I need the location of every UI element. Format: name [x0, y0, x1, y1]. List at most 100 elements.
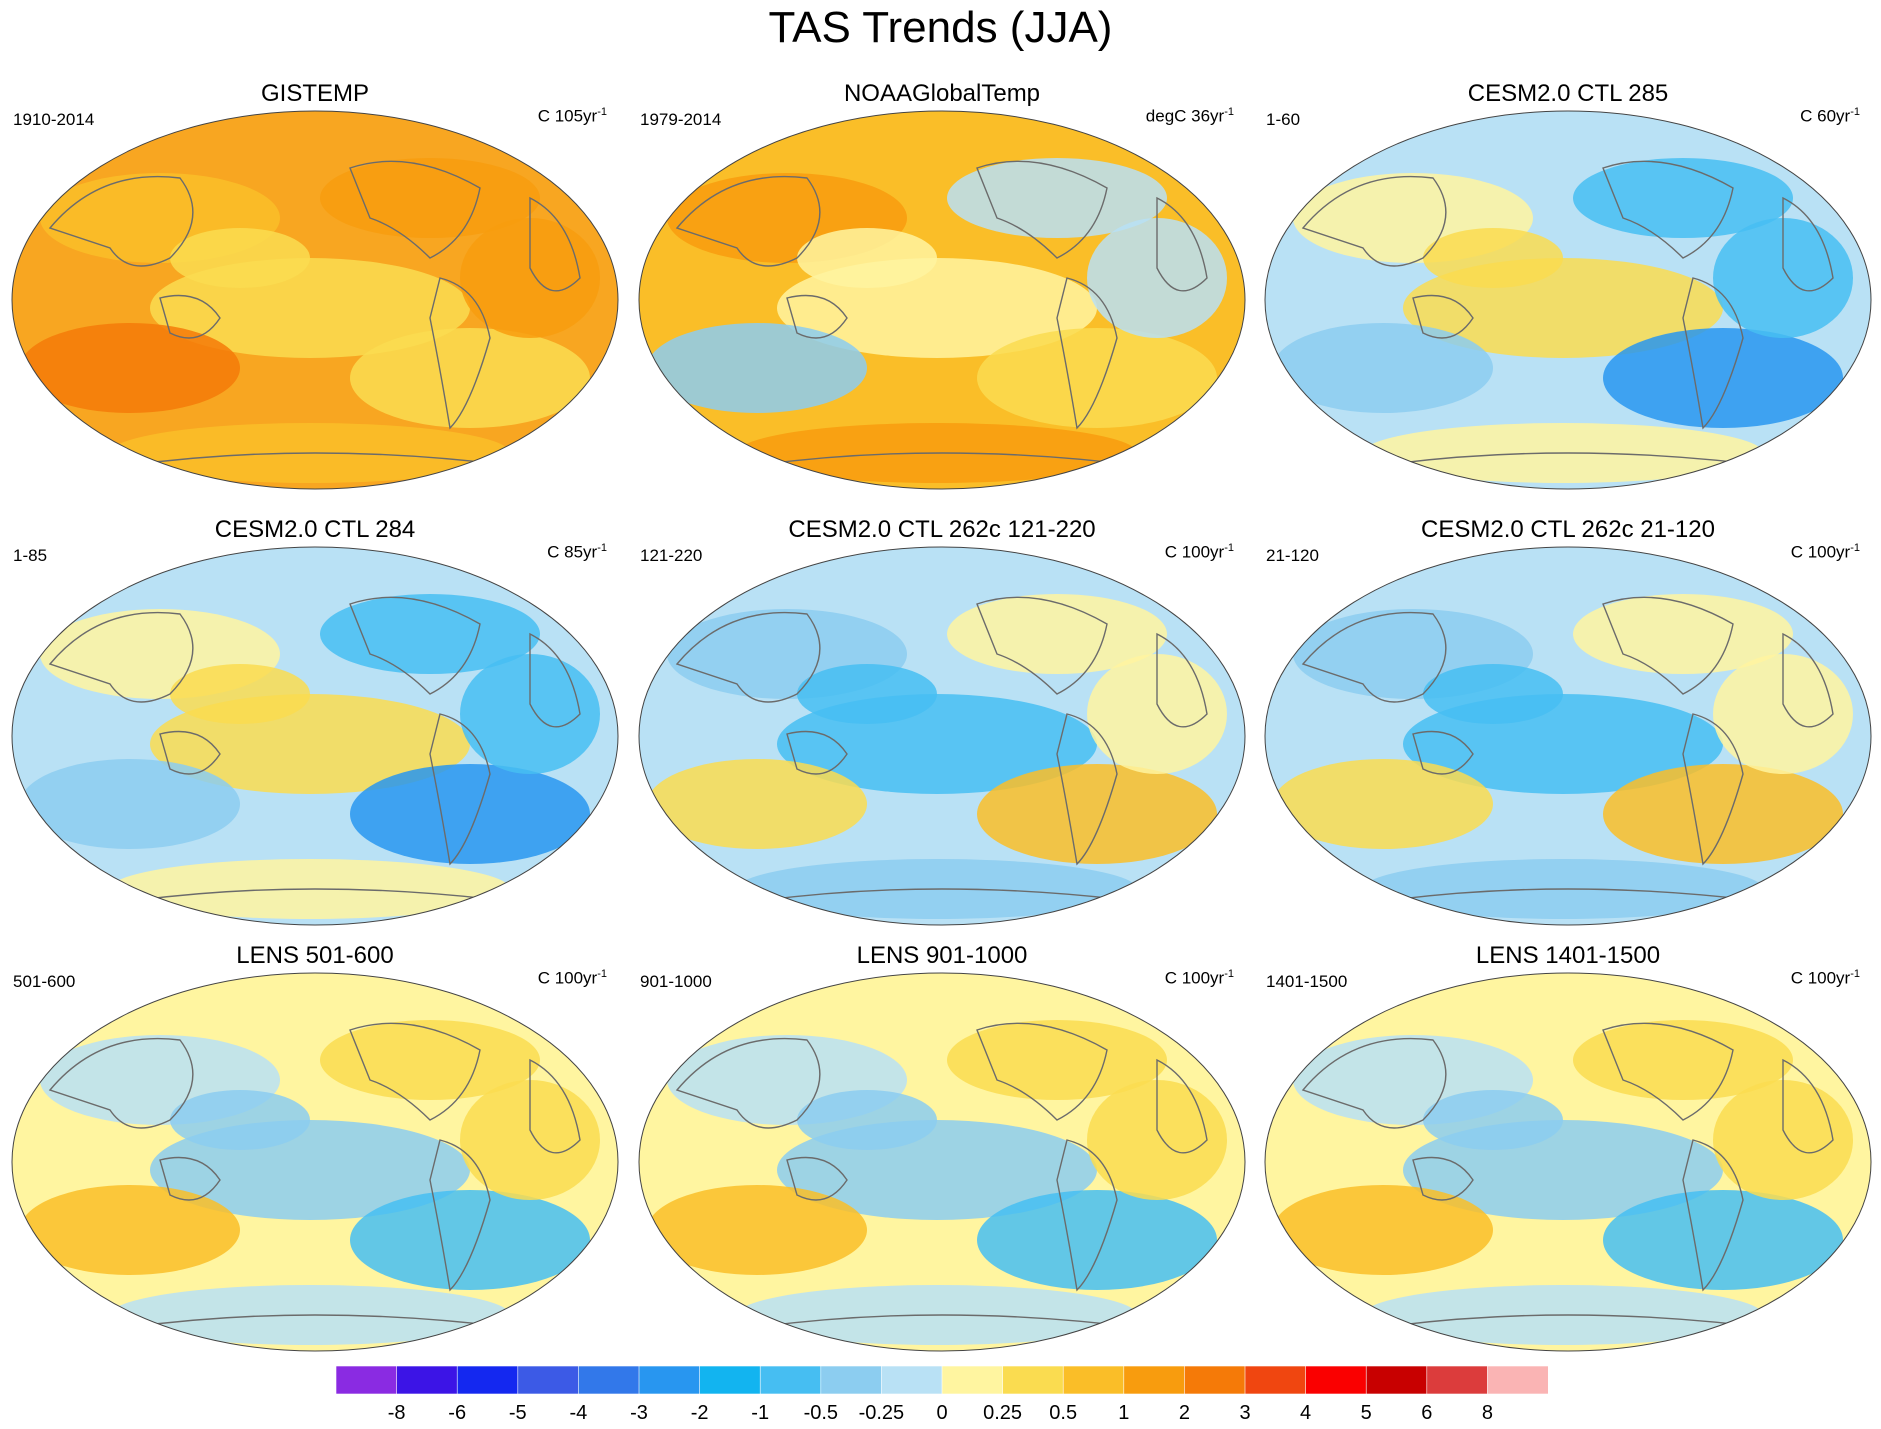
map-anomaly-region: [460, 1080, 600, 1200]
map-anomaly-region: [1423, 664, 1563, 724]
panel-period: 501-600: [13, 972, 76, 991]
panel-units: C 100yr-1: [1164, 968, 1234, 988]
map-panel: LENS 1401-1500 1401-1500 C 100yr-1: [1258, 942, 1878, 1362]
colorbar-tick-label: 5: [1360, 1402, 1372, 1424]
panel-title: CESM2.0 CTL 284: [214, 516, 416, 543]
map-outline: [11, 110, 619, 490]
map-anomaly-region: [1273, 1185, 1493, 1275]
map-globe: [11, 546, 619, 926]
colorbar-tick-label: -0.25: [858, 1402, 905, 1424]
map-outline: [638, 546, 1246, 926]
colorbar-tick-label: 8: [1481, 1402, 1493, 1424]
map-anomaly-region: [20, 1185, 240, 1275]
map-outline: [11, 546, 619, 926]
colorbar-tick-label: -3: [630, 1402, 648, 1424]
figure-title: TAS Trends (JJA): [768, 3, 1113, 52]
map-anomaly-region: [1423, 228, 1563, 288]
coastline: [48, 1022, 581, 1331]
panel-title: GISTEMP: [260, 80, 369, 107]
map-panel: CESM2.0 CTL 284 1-85 C 85yr-1: [5, 516, 625, 936]
colorbar-tick-label: 4: [1300, 1402, 1312, 1424]
colorbar-tick-label: -8: [387, 1402, 406, 1424]
map-outline: [1264, 546, 1872, 926]
colorbar-tick-label: 0: [936, 1402, 948, 1424]
map-panel: NOAAGlobalTemp 1979-2014 degC 36yr-1: [632, 80, 1252, 500]
map-globe: [11, 972, 619, 1352]
coastline: [1301, 596, 1834, 905]
map-anomaly-region: [947, 594, 1167, 674]
colorbar-tick-label: 0.25: [983, 1402, 1023, 1424]
colorbar-tick-label: 2: [1178, 1402, 1190, 1424]
coastline: [675, 1022, 1208, 1331]
map-globe: [1264, 110, 1872, 490]
map-anomaly-region: [320, 1020, 540, 1100]
map-anomaly-region: [1603, 328, 1843, 428]
colorbar-tick-label: 6: [1421, 1402, 1433, 1424]
map-anomaly-region: [20, 759, 240, 849]
colorbar-tick-label: -0.5: [803, 1402, 839, 1424]
map-anomaly-region: [947, 158, 1167, 238]
panel-units: C 105yr-1: [537, 106, 607, 126]
panel-period: 1401-1500: [1266, 972, 1348, 991]
panel-title: CESM2.0 CTL 262c 21-120: [1421, 516, 1715, 543]
colorbar-tick-label: 0.5: [1049, 1402, 1078, 1424]
panel-title: LENS 1401-1500: [1475, 942, 1661, 969]
map-anomaly-region: [977, 764, 1217, 864]
coastline: [675, 160, 1208, 469]
panel-title: LENS 901-1000: [856, 942, 1028, 969]
map-anomaly-region: [20, 323, 240, 413]
map-anomaly-region: [797, 1090, 937, 1150]
map-anomaly-region: [170, 1090, 310, 1150]
map-anomaly-region: [1087, 654, 1227, 774]
map-anomaly-region: [977, 1190, 1217, 1290]
coastline: [1301, 1022, 1834, 1331]
map-anomaly-region: [460, 654, 600, 774]
colorbar-swatches: [336, 1366, 1548, 1394]
coastline: [675, 596, 1208, 905]
map-globe: [638, 546, 1246, 926]
map-anomaly-region: [1087, 218, 1227, 338]
panel-title: NOAAGlobalTemp: [843, 80, 1041, 107]
map-anomaly-region: [460, 218, 600, 338]
map-anomaly-region: [1573, 1020, 1793, 1100]
panel-units: C 85yr-1: [547, 542, 607, 562]
map-anomaly-region: [350, 328, 590, 428]
colorbar-swatch: [1487, 1366, 1548, 1394]
colorbar-tick-label: -2: [690, 1402, 709, 1424]
colorbar-swatch: [1123, 1366, 1186, 1394]
panel-period: 1-85: [13, 546, 48, 565]
panel-period: 21-120: [1266, 546, 1319, 565]
map-panel: LENS 901-1000 901-1000 C 100yr-1: [632, 942, 1252, 1362]
map-anomaly-region: [1423, 1090, 1563, 1150]
colorbar-tick-label: -1: [751, 1402, 770, 1424]
colorbar-swatch: [1244, 1366, 1307, 1394]
map-anomaly-region: [1273, 759, 1493, 849]
map-anomaly-region: [647, 1185, 867, 1275]
map-panel: CESM2.0 CTL 262c 21-120 21-120 C 100yr-1: [1258, 516, 1878, 936]
colorbar-swatch: [1184, 1366, 1246, 1394]
colorbar-swatch: [517, 1366, 580, 1394]
panel-title: CESM2.0 CTL 262c 121-220: [788, 516, 1096, 543]
map-globe: [11, 110, 619, 490]
colorbar-tick-label: 1: [1118, 1402, 1130, 1424]
map-anomaly-region: [170, 228, 310, 288]
panel-period: 1-60: [1266, 110, 1301, 129]
map-anomaly-region: [1573, 594, 1793, 674]
panel-period: 1910-2014: [13, 110, 95, 129]
map-anomaly-region: [1713, 1080, 1853, 1200]
map-anomaly-region: [1573, 158, 1793, 238]
map-anomaly-region: [1713, 218, 1853, 338]
coastline: [48, 596, 581, 905]
colorbar-swatch: [456, 1366, 519, 1394]
colorbar-tick-label: -5: [508, 1402, 527, 1424]
map-outline: [11, 972, 619, 1352]
map-outline: [1264, 972, 1872, 1352]
panel-units: C 100yr-1: [1790, 968, 1860, 988]
panel-units: C 100yr-1: [1790, 542, 1860, 562]
panel-units: C 100yr-1: [537, 968, 607, 988]
panel-units: degC 36yr-1: [1145, 106, 1234, 126]
colorbar-swatch: [881, 1366, 943, 1394]
panel-period: 901-1000: [640, 972, 712, 991]
map-anomaly-region: [1273, 323, 1493, 413]
map-panel: LENS 501-600 501-600 C 100yr-1: [5, 942, 625, 1362]
